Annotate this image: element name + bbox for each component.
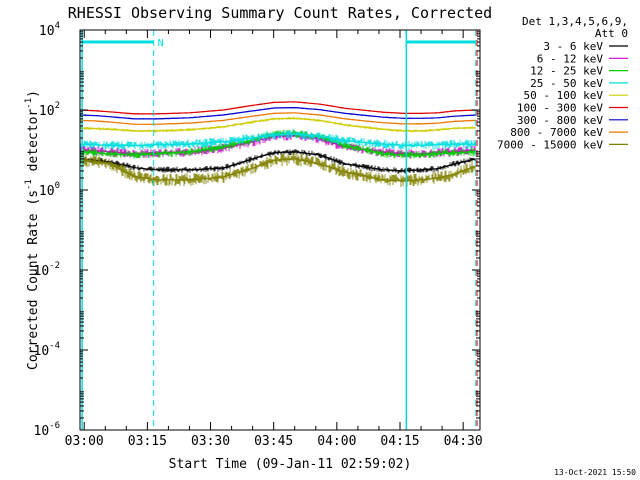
night-label: N xyxy=(158,38,164,49)
y-label-sup-2: -1 xyxy=(24,98,34,109)
legend-entry: 100 - 300 keV xyxy=(517,102,603,115)
x-tick-label: 04:15 xyxy=(380,434,419,449)
legend-header: Det 1,3,4,5,6,9, xyxy=(522,15,628,28)
x-tick-label: 03:45 xyxy=(254,434,293,449)
x-tick-label: 04:30 xyxy=(444,434,483,449)
x-tick-label: 03:30 xyxy=(191,434,230,449)
y-tick-exponent: -2 xyxy=(49,261,60,271)
y-tick-base: 10 xyxy=(39,24,55,39)
legend-entry: 7000 - 15000 keV xyxy=(497,138,603,151)
marker-layer: N xyxy=(81,30,478,430)
y-tick-exponent: -6 xyxy=(49,421,60,431)
y-tick-label: 100 xyxy=(39,181,60,199)
legend-entry: 800 - 7000 keV xyxy=(510,126,603,139)
y-tick-base: 10 xyxy=(34,344,50,359)
legend-header: Att 0 xyxy=(595,27,628,40)
y-tick-base: 10 xyxy=(39,104,55,119)
x-tick-label: 04:00 xyxy=(317,434,356,449)
x-tick-label: 03:00 xyxy=(65,434,104,449)
x-tick-label: 03:15 xyxy=(128,434,167,449)
y-axis-label: Corrected Count Rate (s-1 detector-1) xyxy=(24,90,41,370)
plot-frame xyxy=(79,29,481,431)
y-tick-exponent: 4 xyxy=(55,21,60,31)
legend-entry: 300 - 800 keV xyxy=(517,114,603,127)
footer-timestamp: 13-Oct-2021 15:50 xyxy=(554,468,636,477)
legend-entry: 50 - 100 keV xyxy=(524,89,604,102)
y-tick-label: 102 xyxy=(39,101,60,119)
legend-entry: 3 - 6 keV xyxy=(543,40,603,53)
y-tick-exponent: -4 xyxy=(49,341,60,351)
legend-entry: 12 - 25 keV xyxy=(530,65,603,78)
series-layer xyxy=(79,101,477,187)
y-label-main: Corrected Count Rate (s xyxy=(26,190,41,370)
y-tick-exponent: 0 xyxy=(55,181,60,191)
y-tick-label: 10-2 xyxy=(34,261,61,279)
chart-title: RHESSI Observing Summary Count Rates, Co… xyxy=(68,4,492,22)
y-label-end: ) xyxy=(26,90,41,98)
y-label-sup-1: -1 xyxy=(24,179,34,190)
tick-layer: 03:00 03:15 03:30 03:45 04:00 04:15 04:3010410… xyxy=(34,21,483,449)
y-axis-label-text: Corrected Count Rate (s-1 detector-1) xyxy=(24,90,41,370)
y-tick-base: 10 xyxy=(34,264,50,279)
x-axis-label: Start Time (09-Jan-11 02:59:02) xyxy=(169,457,412,472)
y-tick-label: 10-6 xyxy=(34,421,61,439)
y-tick-base: 10 xyxy=(34,424,50,439)
y-tick-label: 104 xyxy=(39,21,60,39)
y-tick-base: 10 xyxy=(39,184,55,199)
y-tick-label: 10-4 xyxy=(34,341,61,359)
legend-entry: 25 - 50 keV xyxy=(530,77,603,90)
y-label-mid: detector xyxy=(26,109,41,180)
legend-entry: 6 - 12 keV xyxy=(537,52,604,65)
y-tick-exponent: 2 xyxy=(55,101,60,111)
